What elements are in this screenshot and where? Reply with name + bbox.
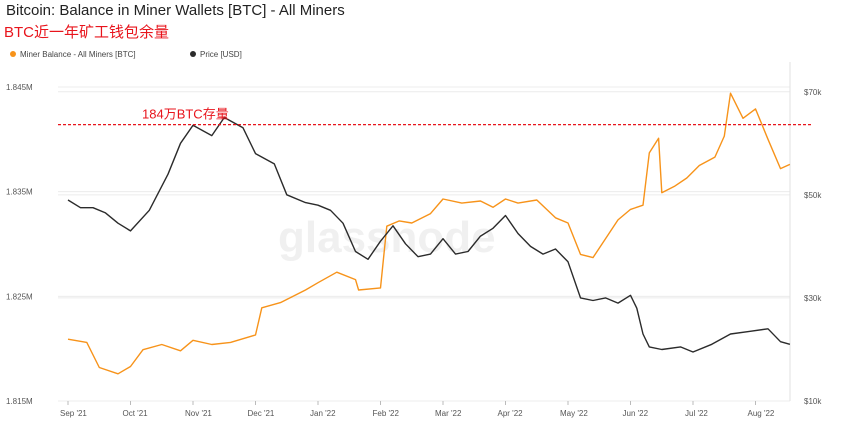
y-left-tick-label: 1.845M: [6, 83, 33, 92]
annotations: 184万BTC存量: [58, 107, 812, 126]
x-tick-label: Jul '22: [685, 409, 708, 418]
y-right-tick-label: $70k: [804, 88, 822, 97]
reference-annotation-label: 184万BTC存量: [142, 107, 229, 122]
y-left-tick-label: 1.835M: [6, 188, 33, 197]
y-left-tick-label: 1.815M: [6, 397, 33, 406]
grid: [58, 62, 791, 402]
x-tick-label: Aug '22: [748, 409, 775, 418]
y-right-tick-label: $10k: [804, 397, 822, 406]
x-tick-label: Jun '22: [623, 409, 649, 418]
axis-ticks: 1.845M 1.835M 1.825M 1.815M $70k $50k $30k $10k…: [6, 83, 822, 418]
x-tick-label: Dec '21: [248, 409, 275, 418]
x-tick-label: Sep '21: [60, 409, 87, 418]
y-left-tick-label: 1.825M: [6, 292, 33, 301]
series-lines: [67, 92, 791, 375]
watermark: glassnode: [278, 213, 496, 262]
legend-price-label: Price [USD]: [200, 50, 242, 59]
y-right-tick-label: $30k: [804, 294, 822, 303]
x-tick-label: Feb '22: [373, 409, 400, 418]
x-tick-label: Oct '21: [123, 409, 149, 418]
y-right-tick-label: $50k: [804, 191, 822, 200]
legend-price-marker: [190, 51, 196, 57]
legend-balance-marker: [10, 51, 16, 57]
x-tick-label: Jan '22: [310, 409, 336, 418]
legend-balance-label: Miner Balance - All Miners [BTC]: [20, 50, 136, 59]
price-series-line: [67, 116, 791, 353]
legend: Miner Balance - All Miners [BTC] Price […: [10, 50, 242, 59]
chart-title: Bitcoin: Balance in Miner Wallets [BTC] …: [6, 2, 345, 19]
x-tick-label: Apr '22: [498, 409, 524, 418]
balance-series-line: [67, 92, 791, 375]
x-tick-label: Nov '21: [185, 409, 212, 418]
chart-subtitle: BTC近一年矿工钱包余量: [4, 24, 170, 41]
x-tick-label: Mar '22: [435, 409, 462, 418]
x-tick-label: May '22: [560, 409, 588, 418]
